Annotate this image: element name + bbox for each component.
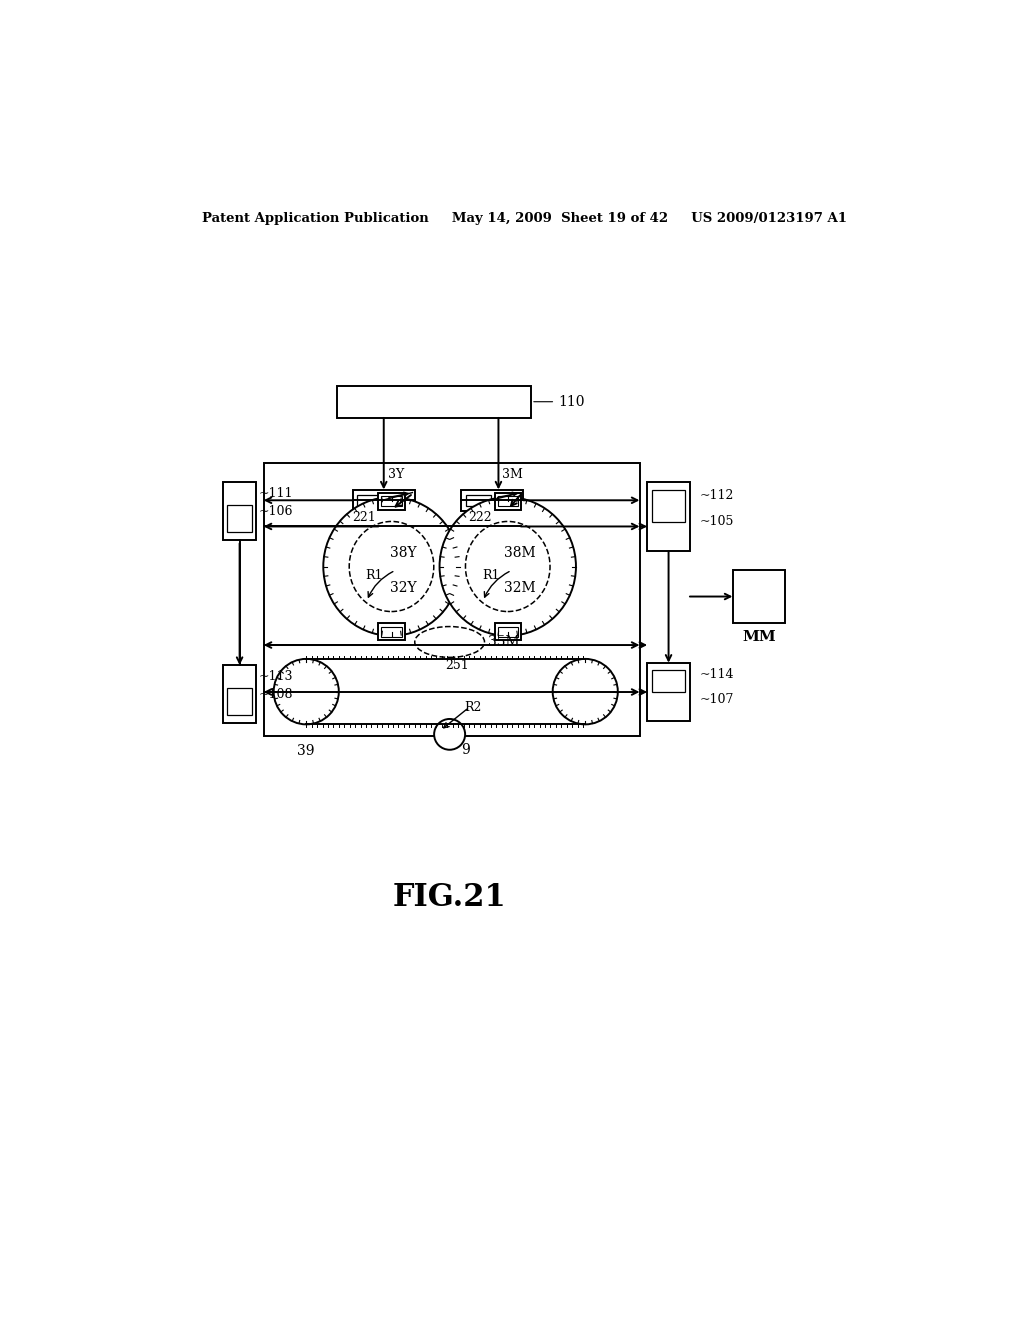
Ellipse shape <box>273 659 339 725</box>
Ellipse shape <box>415 627 484 657</box>
Bar <box>337 385 531 418</box>
Text: MM: MM <box>742 630 776 644</box>
Bar <box>647 482 690 552</box>
Bar <box>352 490 415 511</box>
Text: ~106: ~106 <box>259 504 294 517</box>
Text: 221: 221 <box>352 511 376 524</box>
Text: ~107: ~107 <box>699 693 733 706</box>
Text: ~114: ~114 <box>699 668 733 681</box>
Text: 9: 9 <box>461 743 470 756</box>
Text: 110: 110 <box>534 395 585 409</box>
Text: 39: 39 <box>298 744 315 758</box>
Bar <box>227 506 252 532</box>
Bar <box>498 627 518 636</box>
Text: ~105: ~105 <box>699 515 733 528</box>
Text: ~112: ~112 <box>699 490 733 502</box>
Bar <box>647 663 690 721</box>
Bar <box>498 496 518 506</box>
Bar <box>263 462 640 737</box>
Text: R1: R1 <box>482 569 500 582</box>
Text: 3M: 3M <box>503 467 523 480</box>
Bar <box>732 570 785 623</box>
Ellipse shape <box>439 498 575 636</box>
Bar <box>357 495 382 506</box>
Text: 222: 222 <box>469 511 493 524</box>
Bar <box>378 492 404 510</box>
Text: FIG.21: FIG.21 <box>393 882 507 913</box>
Text: ~108: ~108 <box>259 688 294 701</box>
Bar <box>227 688 252 715</box>
Text: 35M: 35M <box>488 635 520 649</box>
Bar <box>381 627 401 636</box>
Bar <box>378 623 404 640</box>
Bar <box>652 671 685 692</box>
Bar <box>223 482 256 540</box>
Bar <box>466 495 490 506</box>
Text: 251: 251 <box>445 659 469 672</box>
Text: Patent Application Publication     May 14, 2009  Sheet 19 of 42     US 2009/0123: Patent Application Publication May 14, 2… <box>203 213 847 224</box>
Ellipse shape <box>553 659 617 725</box>
Ellipse shape <box>324 498 460 636</box>
Bar <box>223 665 256 723</box>
Text: 32Y: 32Y <box>390 581 417 595</box>
Bar <box>495 623 521 640</box>
Text: R2: R2 <box>464 701 481 714</box>
Text: 38M: 38M <box>504 545 536 560</box>
Text: 32M: 32M <box>504 581 536 595</box>
Bar <box>652 490 685 521</box>
Bar <box>381 496 401 506</box>
Circle shape <box>434 719 465 750</box>
Text: 3Y: 3Y <box>388 467 403 480</box>
Bar <box>461 490 523 511</box>
Bar <box>495 492 521 510</box>
Text: 38Y: 38Y <box>390 545 417 560</box>
Text: R1: R1 <box>366 569 383 582</box>
Text: ~111: ~111 <box>259 487 294 500</box>
Text: ~113: ~113 <box>259 671 294 684</box>
